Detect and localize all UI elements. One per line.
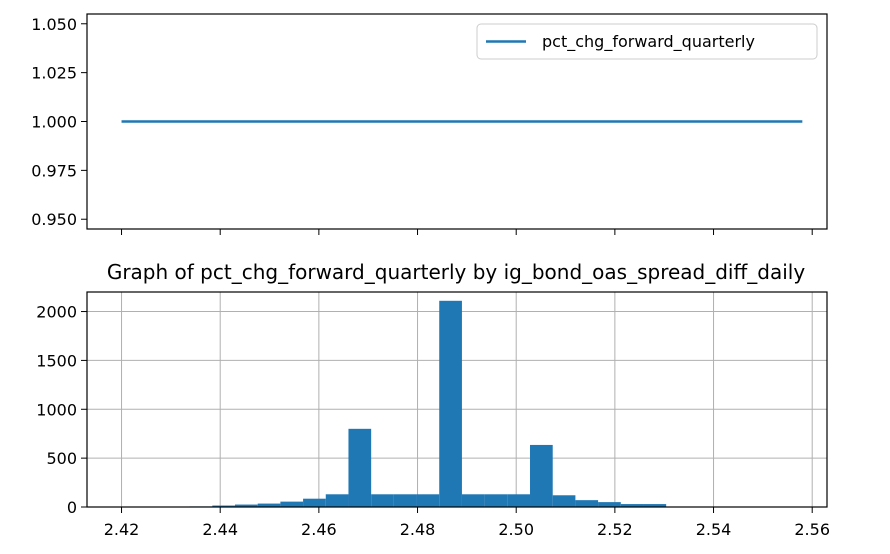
histogram-x-tick-label: 2.54 xyxy=(696,520,732,539)
histogram-bar xyxy=(416,494,440,507)
histogram-bar xyxy=(325,494,349,507)
histogram-plot-frame xyxy=(86,291,828,508)
line-y-tick-label: 1.025 xyxy=(31,64,77,83)
histogram-y-tick-label: 0 xyxy=(67,498,77,517)
histogram-x-tick-label: 2.44 xyxy=(202,520,238,539)
histogram-bar xyxy=(212,505,235,507)
histogram-x-ticks: 2.42 2.44 2.46 2.48 2.50 2.52 2.54 2.56 xyxy=(104,507,830,539)
histogram-bar xyxy=(484,494,508,507)
histogram-bar xyxy=(461,494,485,507)
line-y-tick-label: 0.975 xyxy=(31,161,77,180)
histogram-bar xyxy=(280,501,304,507)
legend-label: pct_chg_forward_quarterly xyxy=(542,32,755,52)
histogram-bar xyxy=(620,504,644,507)
histogram-x-tick-label: 2.42 xyxy=(104,520,140,539)
histogram-bar xyxy=(235,504,258,507)
histogram-x-tick-label: 2.48 xyxy=(400,520,436,539)
histogram-bar xyxy=(507,494,531,507)
chart-title: Graph of pct_chg_forward_quarterly by ig… xyxy=(107,260,805,284)
line-y-tick-label: 1.000 xyxy=(31,113,77,132)
histogram-subplot: Graph of pct_chg_forward_quarterly by ig… xyxy=(36,260,830,539)
histogram-y-tick-label: 1000 xyxy=(36,400,77,419)
line-subplot: 0.950 0.975 1.000 1.025 1.050 pct_chg_forwar… xyxy=(31,13,828,235)
line-y-tick-label: 1.050 xyxy=(31,15,77,34)
line-y-ticks: 0.950 0.975 1.000 1.025 1.050 xyxy=(31,15,87,229)
histogram-bar xyxy=(575,500,599,507)
histogram-bar xyxy=(598,502,621,507)
histogram-bar xyxy=(303,498,326,507)
histogram-y-tick-label: 1500 xyxy=(36,351,77,370)
histogram-x-tick-label: 2.50 xyxy=(498,520,534,539)
histogram-y-tick-label: 500 xyxy=(46,449,77,468)
histogram-x-tick-label: 2.52 xyxy=(597,520,633,539)
histogram-x-tick-label: 2.56 xyxy=(794,520,830,539)
histogram-bar xyxy=(257,503,281,507)
histogram-bar xyxy=(348,428,372,507)
histogram-bar xyxy=(393,494,417,507)
line-x-ticks xyxy=(121,229,813,235)
histogram-bar xyxy=(530,444,553,507)
histogram-y-ticks: 0 500 1000 1500 2000 xyxy=(36,303,87,517)
line-y-tick-label: 0.950 xyxy=(31,210,77,229)
legend-box xyxy=(476,23,818,60)
histogram-bars xyxy=(121,300,803,507)
histogram-bar xyxy=(643,504,667,507)
legend: pct_chg_forward_quarterly xyxy=(476,23,818,60)
histogram-x-tick-label: 2.46 xyxy=(301,520,337,539)
histogram-bar xyxy=(439,300,462,507)
histogram-bar xyxy=(371,494,394,507)
histogram-y-tick-label: 2000 xyxy=(36,303,77,322)
histogram-bar xyxy=(552,495,576,507)
